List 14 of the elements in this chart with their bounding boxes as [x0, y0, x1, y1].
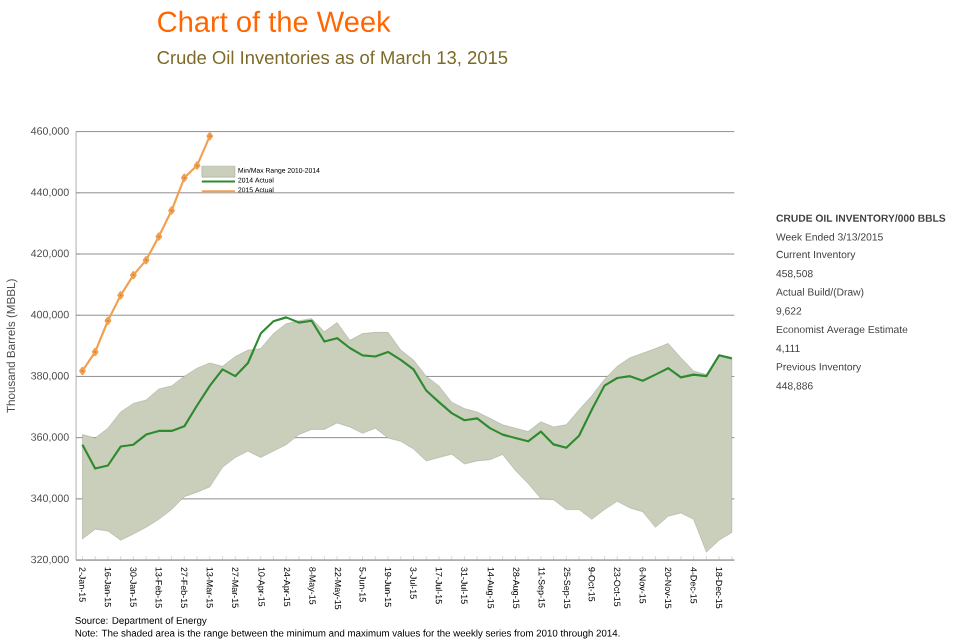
point [193, 160, 201, 170]
point [104, 316, 112, 325]
chart-title: Chart of the Week [158, 10, 391, 32]
point [117, 290, 125, 300]
point [142, 255, 150, 264]
point [168, 205, 175, 215]
chart-subtitle: Crude Oil Inventories as of March 13, 2015 [157, 50, 508, 66]
point [129, 270, 137, 279]
point [206, 131, 214, 140]
point [180, 173, 188, 182]
line-series [81, 315, 733, 470]
point [91, 347, 99, 356]
point [79, 366, 86, 375]
point [155, 231, 163, 241]
